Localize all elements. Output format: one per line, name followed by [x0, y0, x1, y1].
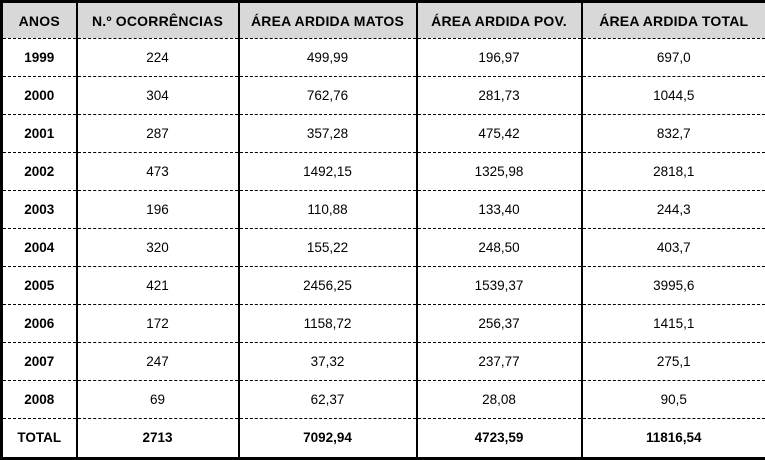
table-row: 2003 196 110,88 133,40 244,3: [1, 190, 765, 229]
value-cell: 304: [75, 76, 239, 115]
value-cell: 69: [75, 380, 239, 419]
value-cell: 1044,5: [580, 76, 765, 115]
value-cell: 37,32: [237, 342, 417, 381]
table-row: 2006 172 1158,72 256,37 1415,1: [1, 304, 765, 343]
value-cell: 224: [75, 38, 239, 77]
table-row: 1999 224 499,99 196,97 697,0: [1, 38, 765, 77]
year-cell: 2000: [24, 87, 55, 103]
value-cell: 421: [75, 266, 239, 305]
table-row: 2005 421 2456,25 1539,37 3995,6: [1, 266, 765, 305]
value-cell: 473: [75, 152, 239, 191]
value-cell: 11816,54: [580, 418, 765, 459]
value-cell: 3995,6: [580, 266, 765, 305]
value-cell: 832,7: [580, 114, 765, 153]
value-cell: 155,22: [237, 228, 417, 267]
value-cell: 762,76: [237, 76, 417, 115]
value-cell: 110,88: [237, 190, 417, 229]
total-row: TOTAL 2713 7092,94 4723,59 11816,54: [2, 418, 765, 459]
value-cell: 2818,1: [580, 152, 765, 191]
value-cell: 1325,98: [415, 152, 582, 191]
year-cell: 2006: [24, 315, 55, 331]
value-cell: 62,37: [237, 380, 417, 419]
value-cell: 1415,1: [580, 304, 765, 343]
year-cell: 2007: [24, 353, 55, 369]
year-cell: 2008: [24, 391, 55, 407]
value-cell: 133,40: [415, 190, 582, 229]
year-cell: 2003: [24, 201, 55, 217]
header-row: ANOS N.º OCORRÊNCIAS ÁREA ARDIDA MATOS Á…: [1, 1, 765, 39]
table-row: 2004 320 155,22 248,50 403,7: [1, 228, 765, 267]
total-label-cell: TOTAL: [17, 430, 62, 446]
value-cell: 196: [75, 190, 239, 229]
value-cell: 475,42: [415, 114, 582, 153]
value-cell: 499,99: [237, 38, 417, 77]
value-cell: 1539,37: [415, 266, 582, 305]
value-cell: 90,5: [580, 380, 765, 419]
column-header-area-total: ÁREA ARDIDA TOTAL: [580, 1, 765, 39]
table-header: ANOS N.º OCORRÊNCIAS ÁREA ARDIDA MATOS Á…: [1, 1, 765, 39]
value-cell: 287: [75, 114, 239, 153]
value-cell: 248,50: [415, 228, 582, 267]
value-cell: 697,0: [580, 38, 765, 77]
value-cell: 28,08: [415, 380, 582, 419]
column-header-area-matos: ÁREA ARDIDA MATOS: [237, 1, 417, 39]
value-cell: 281,73: [415, 76, 582, 115]
table-row: 2001 287 357,28 475,42 832,7: [1, 114, 765, 153]
table-row: 2000 304 762,76 281,73 1044,5: [1, 76, 765, 115]
year-cell: 2005: [24, 277, 55, 293]
value-cell: 2713: [75, 418, 239, 459]
value-cell: 357,28: [237, 114, 417, 153]
column-header-area-pov: ÁREA ARDIDA POV.: [415, 1, 582, 39]
value-cell: 320: [75, 228, 239, 267]
value-cell: 7092,94: [237, 418, 417, 459]
table-body: 1999 224 499,99 196,97 697,0 2000 304 762,76 281…: [1, 38, 765, 459]
value-cell: 1492,15: [237, 152, 417, 191]
value-cell: 403,7: [580, 228, 765, 267]
value-cell: 196,97: [415, 38, 582, 77]
value-cell: 2456,25: [237, 266, 417, 305]
value-cell: 275,1: [580, 342, 765, 381]
value-cell: 172: [75, 304, 239, 343]
year-cell: 2004: [24, 239, 55, 255]
value-cell: 1158,72: [237, 304, 417, 343]
value-cell: 4723,59: [415, 418, 582, 459]
column-header-ocorrencias: N.º OCORRÊNCIAS: [75, 1, 239, 39]
value-cell: 237,77: [415, 342, 582, 381]
year-cell: 1999: [24, 49, 55, 65]
year-cell: 2001: [24, 125, 55, 141]
year-cell: 2002: [24, 163, 55, 179]
value-cell: 247: [75, 342, 239, 381]
column-header-anos: ANOS: [1, 1, 77, 39]
table-row: 2007 247 37,32 237,77 275,1: [1, 342, 765, 381]
table-row: 2002 473 1492,15 1325,98 2818,1: [1, 152, 765, 191]
value-cell: 244,3: [580, 190, 765, 229]
table-row: 2008 69 62,37 28,08 90,5: [1, 380, 765, 419]
value-cell: 256,37: [415, 304, 582, 343]
